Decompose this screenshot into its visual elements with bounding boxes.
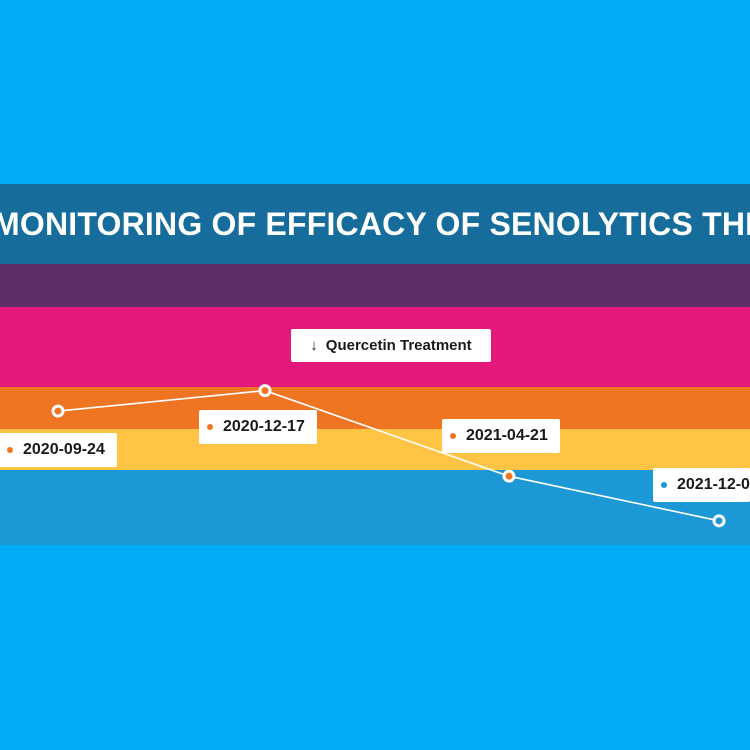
band-purple [0,264,750,307]
chart-title: MONITORING OF EFFICACY OF SENOLYTICS THE… [0,206,750,242]
arrow-down-icon: ↓ [310,337,318,354]
point-label-text: 2021-04-21 [466,427,548,444]
data-point-2 [258,384,272,398]
point-label-text: 2020-12-17 [223,418,305,435]
point-label-dot [207,424,213,430]
point-label-dot [661,482,667,488]
point-label-dot [450,433,456,439]
point-label-4: 2021-12-0 [653,468,750,502]
point-label-1: 2020-09-24 [0,433,117,467]
band-orange [0,387,750,429]
quercetin-treatment-marker: ↓ Quercetin Treatment [291,329,491,362]
annotation-label: Quercetin Treatment [325,337,472,354]
point-label-text: 2020-09-24 [23,441,105,458]
band-blue [0,470,750,545]
title-bar: MONITORING OF EFFICACY OF SENOLYTICS THE… [0,184,750,264]
point-label-dot [7,447,13,453]
series-line [57,389,720,522]
point-label-3: 2021-04-21 [442,419,560,453]
data-point-1 [51,404,65,418]
band-yellow [0,429,750,470]
data-point-4 [712,514,726,528]
data-point-3 [502,469,516,483]
point-label-2: 2020-12-17 [199,410,317,444]
point-label-text: 2021-12-0 [677,476,750,493]
